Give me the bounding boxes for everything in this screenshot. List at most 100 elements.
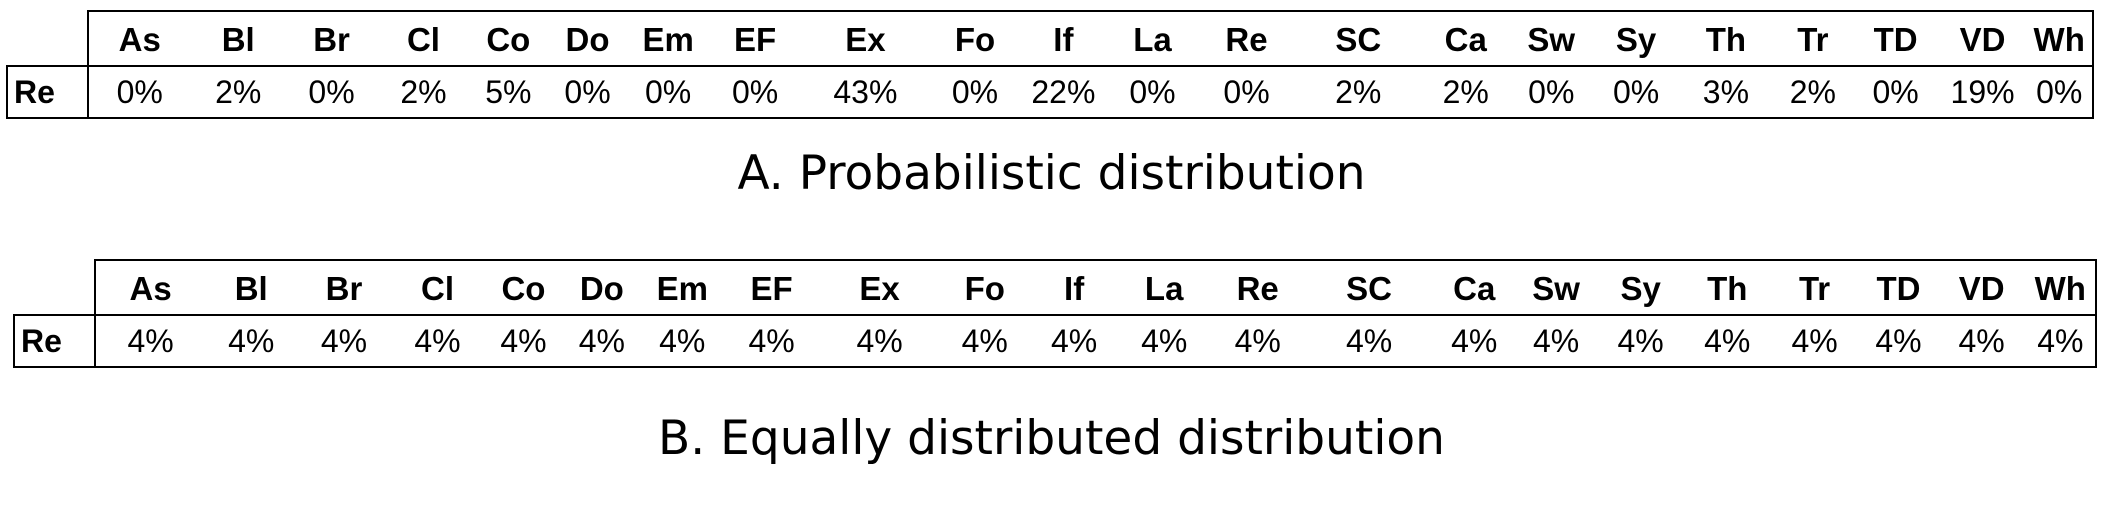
table-a-column-header: TD	[1852, 10, 1939, 66]
table-a-column-header: Sy	[1593, 10, 1679, 66]
table-b-column-header: Co	[484, 259, 563, 315]
table-a-column-header: Wh	[2026, 10, 2094, 66]
table-b-value-cell: 4%	[1210, 314, 1306, 368]
table-a-value-cell: 2%	[1422, 65, 1509, 119]
table-a-column-header: As	[86, 10, 191, 66]
table-b-value-row: Re 4% 4% 4% 4% 4% 4% 4% 4% 4% 4% 4% 4% 4% 4% 4% 4% 4% 4% 4%…	[12, 314, 2098, 368]
table-b-value-cell: 4%	[205, 314, 298, 368]
table-b-column-header: TD	[1859, 259, 1938, 315]
table-b-column-header: Br	[297, 259, 391, 315]
table-a-column-header: Tr	[1773, 10, 1853, 66]
table-a-column-header: EF	[708, 10, 802, 66]
table-b-value-cell: 4%	[723, 314, 820, 368]
table-a-value-cell: 0%	[1105, 65, 1200, 119]
table-b-column-header: Tr	[1769, 259, 1860, 315]
table-b-value-cell: 4%	[484, 314, 563, 368]
table-a-column-header: Bl	[190, 10, 286, 66]
table-a-value-cell: 22%	[1020, 65, 1106, 119]
table-a-value-cell: 0%	[627, 65, 709, 119]
table-b-value-cell: 4%	[1596, 314, 1685, 368]
equal-distribution-caption: B. Equally distributed distribution	[658, 411, 1445, 466]
table-b-column-header: Cl	[390, 259, 485, 315]
table-a-column-header: Ex	[801, 10, 930, 66]
table-a-value-cell: 2%	[1293, 65, 1423, 119]
table-a-value-cell: 0%	[708, 65, 802, 119]
table-a-header-row: As Bl Br Cl Co Do Em EF Ex Fo If La Re SC Ca Sw Sy Th Tr TD…	[7, 10, 2094, 66]
table-a-value-cell: 2%	[377, 65, 470, 119]
table-b-header-row: As Bl Br Cl Co Do Em EF Ex Fo If La Re SC Ca Sw Sy Th Tr TD…	[14, 259, 2098, 315]
table-a-column-header: VD	[1938, 10, 2027, 66]
table-a-value-cell: 0%	[1199, 65, 1294, 119]
table-a-column-header: Th	[1678, 10, 1774, 66]
table-b-value-cell: 4%	[297, 314, 391, 368]
table-b-value-cell: 4%	[1859, 314, 1938, 368]
table-b-column-header: Em	[641, 259, 724, 315]
table-a-value-row: Re 0% 2% 0% 2% 5% 0% 0% 0% 43% 0% 22% 0% 0% 2% 2% 0% 0% 3%…	[6, 65, 2094, 119]
probabilistic-distribution-table: As Bl Br Cl Co Do Em EF Ex Fo If La Re SC Ca Sw Sy Th Tr TD…	[6, 10, 2094, 119]
table-b-column-header: La	[1118, 259, 1211, 315]
table-a-value-cell: 5%	[469, 65, 548, 119]
table-a-column-header: La	[1105, 10, 1200, 66]
table-a-column-header: SC	[1293, 10, 1423, 66]
table-b-column-header: Sy	[1596, 259, 1685, 315]
table-a-value-cell: 0%	[87, 65, 191, 119]
table-a-value-cell: 2%	[190, 65, 286, 119]
table-a-column-header: Re	[1199, 10, 1294, 66]
table-b-value-cell: 4%	[939, 314, 1031, 368]
table-b-column-header: Wh	[2025, 259, 2098, 315]
table-a-value-cell: 0%	[1593, 65, 1679, 119]
table-b-column-header: VD	[1937, 259, 2026, 315]
table-a-column-header: Do	[547, 10, 628, 66]
table-b-value-cell: 4%	[1305, 314, 1433, 368]
probabilistic-distribution-caption: A. Probabilistic distribution	[737, 146, 1366, 201]
table-a-column-header: Br	[285, 10, 378, 66]
table-b-column-header: If	[1030, 259, 1119, 315]
table-a-value-cell: 0%	[1508, 65, 1594, 119]
table-a-corner-cell	[7, 11, 88, 66]
table-a-column-header: Co	[469, 10, 548, 66]
table-a-value-cell: 0%	[1852, 65, 1939, 119]
table-b-value-cell: 4%	[819, 314, 940, 368]
table-b-column-header: SC	[1305, 259, 1433, 315]
table-a-value-cell: 3%	[1678, 65, 1774, 119]
table-b-value-cell: 4%	[562, 314, 641, 368]
table-a-value-cell: 0%	[2026, 65, 2094, 119]
table-a-value-cell: 43%	[801, 65, 930, 119]
table-b-value-cell: 4%	[1118, 314, 1211, 368]
table-b-corner-cell	[14, 260, 95, 315]
equal-distribution-table: As Bl Br Cl Co Do Em EF Ex Fo If La Re SC Ca Sw Sy Th Tr TD…	[12, 259, 2098, 368]
table-a-column-header: If	[1020, 10, 1106, 66]
table-b-value-cell: 4%	[1684, 314, 1770, 368]
table-b-column-header: Do	[562, 259, 641, 315]
table-b-column-header: Bl	[205, 259, 298, 315]
table-b-value-cell: 4%	[1937, 314, 2026, 368]
table-a-value-cell: 19%	[1938, 65, 2027, 119]
table-a-column-header: Sw	[1508, 10, 1594, 66]
table-b-value-cell: 4%	[1433, 314, 1516, 368]
table-b-column-header: Ca	[1433, 259, 1516, 315]
table-a-value-cell: 0%	[547, 65, 628, 119]
table-b-value-cell: 4%	[641, 314, 724, 368]
table-b-column-header: Re	[1210, 259, 1306, 315]
table-b-column-header: Sw	[1515, 259, 1597, 315]
table-a-row-label: Re	[6, 65, 89, 119]
table-b-column-header: Ex	[819, 259, 940, 315]
table-b-value-cell: 4%	[2025, 314, 2098, 368]
table-a-column-header: Cl	[377, 10, 470, 66]
table-a-value-cell: 0%	[929, 65, 1021, 119]
table-b-value-cell: 4%	[95, 314, 206, 368]
table-a-column-header: Em	[627, 10, 709, 66]
table-a-column-header: Ca	[1422, 10, 1509, 66]
table-b-column-header: EF	[723, 259, 820, 315]
table-b-column-header: Fo	[939, 259, 1031, 315]
table-b-value-cell: 4%	[1769, 314, 1860, 368]
table-b-value-cell: 4%	[390, 314, 485, 368]
table-b-column-header: Th	[1684, 259, 1770, 315]
table-b-value-cell: 4%	[1515, 314, 1597, 368]
table-a-value-cell: 0%	[285, 65, 378, 119]
table-b-row-label: Re	[12, 314, 97, 368]
table-b-column-header: As	[94, 259, 206, 315]
table-a-column-header: Fo	[929, 10, 1021, 66]
table-a-value-cell: 2%	[1773, 65, 1853, 119]
table-b-value-cell: 4%	[1030, 314, 1119, 368]
